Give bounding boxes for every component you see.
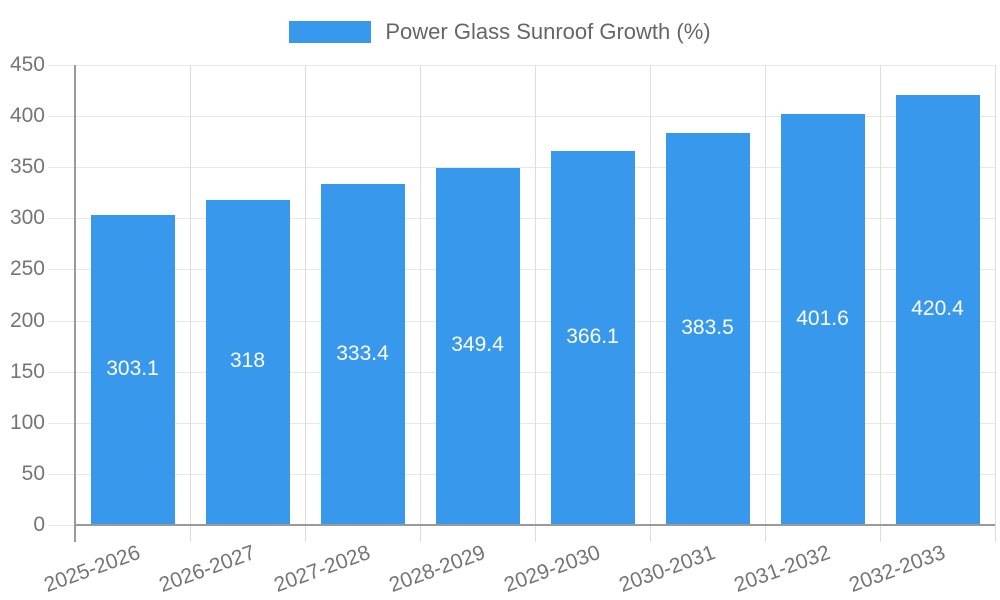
x-gridline <box>535 65 536 542</box>
y-tick-label: 400 <box>9 104 45 128</box>
x-gridline <box>995 65 996 542</box>
x-gridline <box>190 65 191 542</box>
bar-value-label: 420.4 <box>911 297 964 321</box>
x-tick-label: 2030-2031 <box>616 541 719 597</box>
y-gridline <box>48 269 995 271</box>
bar-value-label: 303.1 <box>106 357 159 381</box>
x-tick-label: 2026-2027 <box>156 541 259 597</box>
legend-item[interactable]: Power Glass Sunroof Growth (%) <box>289 19 711 45</box>
x-tick-label: 2025-2026 <box>41 541 144 597</box>
x-gridline <box>765 65 766 542</box>
bar[interactable] <box>780 114 865 525</box>
y-gridline <box>48 371 995 373</box>
y-tick-label: 300 <box>9 206 45 230</box>
y-tick-label: 50 <box>21 461 45 485</box>
legend-label: Power Glass Sunroof Growth (%) <box>385 19 711 44</box>
bar[interactable] <box>895 95 980 525</box>
y-gridline <box>48 167 995 169</box>
y-tick-label: 450 <box>9 53 45 76</box>
y-gridline <box>48 320 995 322</box>
y-gridline <box>48 65 995 66</box>
x-tick-label: 2027-2028 <box>271 541 374 597</box>
bar-value-label: 401.6 <box>796 306 849 330</box>
bar-value-label: 383.5 <box>681 315 734 339</box>
y-axis-line <box>74 65 76 542</box>
x-axis-line <box>75 524 995 526</box>
bar[interactable] <box>320 184 405 525</box>
bar-value-label: 318 <box>229 349 266 373</box>
x-gridline <box>880 65 881 542</box>
bar[interactable] <box>435 167 520 525</box>
bar-value-label: 333.4 <box>336 341 389 365</box>
x-tick-label: 2031-2032 <box>731 541 834 597</box>
x-tick-label: 2029-2030 <box>501 541 604 597</box>
y-tick-label: 200 <box>9 308 45 332</box>
legend: Power Glass Sunroof Growth (%) <box>0 19 1000 45</box>
y-tick-label: 350 <box>9 155 45 179</box>
bar[interactable] <box>550 150 635 525</box>
y-gridline <box>48 422 995 424</box>
y-tick-label: 250 <box>9 257 45 281</box>
bar-value-label: 366.1 <box>566 324 619 348</box>
bar[interactable] <box>90 215 175 525</box>
x-gridline <box>650 65 651 542</box>
y-gridline <box>48 473 995 475</box>
legend-swatch-icon <box>289 21 372 43</box>
x-gridline <box>305 65 306 542</box>
x-tick-label: 2028-2029 <box>386 541 489 597</box>
y-gridline <box>48 218 995 220</box>
bar[interactable] <box>665 132 750 525</box>
x-gridline <box>420 65 421 542</box>
y-tick-label: 150 <box>9 359 45 383</box>
y-gridline <box>48 116 995 118</box>
x-tick-label: 2032-2033 <box>846 541 949 597</box>
bar[interactable] <box>205 199 290 525</box>
y-tick-label: 100 <box>9 410 45 434</box>
y-tick-label: 0 <box>33 513 45 536</box>
bar-value-label: 349.4 <box>451 333 504 357</box>
